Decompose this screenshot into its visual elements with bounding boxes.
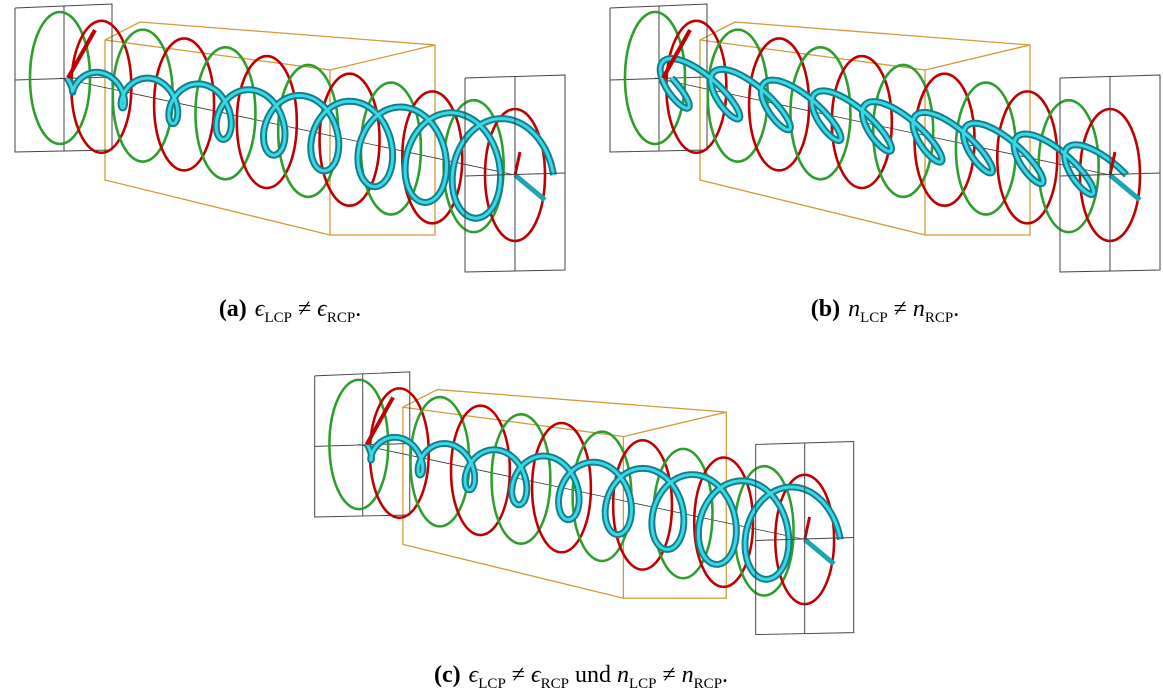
line (515, 175, 545, 200)
page: (a)ϵLCP ≠ ϵRCP. (b)nLCP ≠ nRCP. (c)ϵLCP … (0, 0, 1163, 697)
caption-text: ≠ (657, 662, 682, 688)
caption-text: n (617, 662, 629, 688)
caption-text: ≠ (888, 296, 913, 322)
caption-subscript: RCP (925, 310, 953, 326)
helix (367, 437, 840, 579)
caption-subscript: LCP (629, 676, 657, 692)
illustration (15, 4, 565, 272)
caption-text: ϵ (317, 296, 327, 322)
caption-subscript: RCP (694, 676, 722, 692)
caption-label: (c) (434, 662, 461, 688)
line (330, 45, 435, 70)
caption: (c)ϵLCP ≠ ϵRCP und nLCP ≠ nRCP. (434, 662, 728, 693)
caption-text: n (913, 296, 925, 322)
line (805, 517, 810, 540)
caption-text: . (722, 662, 728, 688)
line (623, 412, 726, 437)
caption-text: . (355, 296, 361, 322)
caption-subscript: LCP (860, 310, 888, 326)
caption-subscript: RCP (327, 310, 355, 326)
caption-text: . (953, 296, 959, 322)
line (1110, 175, 1140, 200)
line (515, 152, 520, 175)
illustration (610, 4, 1160, 272)
line (925, 45, 1030, 70)
caption-subscript: LCP (478, 676, 506, 692)
caption-subscript: LCP (264, 310, 292, 326)
caption-label: (b) (811, 296, 840, 322)
caption-text: n (848, 296, 860, 322)
caption-text: ϵ (531, 662, 541, 688)
caption-text: ≠ (292, 296, 317, 322)
figure (0, 0, 1163, 697)
caption-text: ≠ (506, 662, 531, 688)
caption-label: (a) (219, 296, 247, 322)
caption: (a)ϵLCP ≠ ϵRCP. (219, 296, 361, 327)
caption-text: und (569, 662, 617, 688)
caption-subscript: RCP (541, 676, 569, 692)
caption-text: n (682, 662, 694, 688)
caption: (b)nLCP ≠ nRCP. (811, 296, 959, 327)
caption-text: ϵ (469, 662, 479, 688)
illustration (315, 372, 854, 635)
line (805, 540, 834, 565)
caption-text: ϵ (255, 296, 265, 322)
